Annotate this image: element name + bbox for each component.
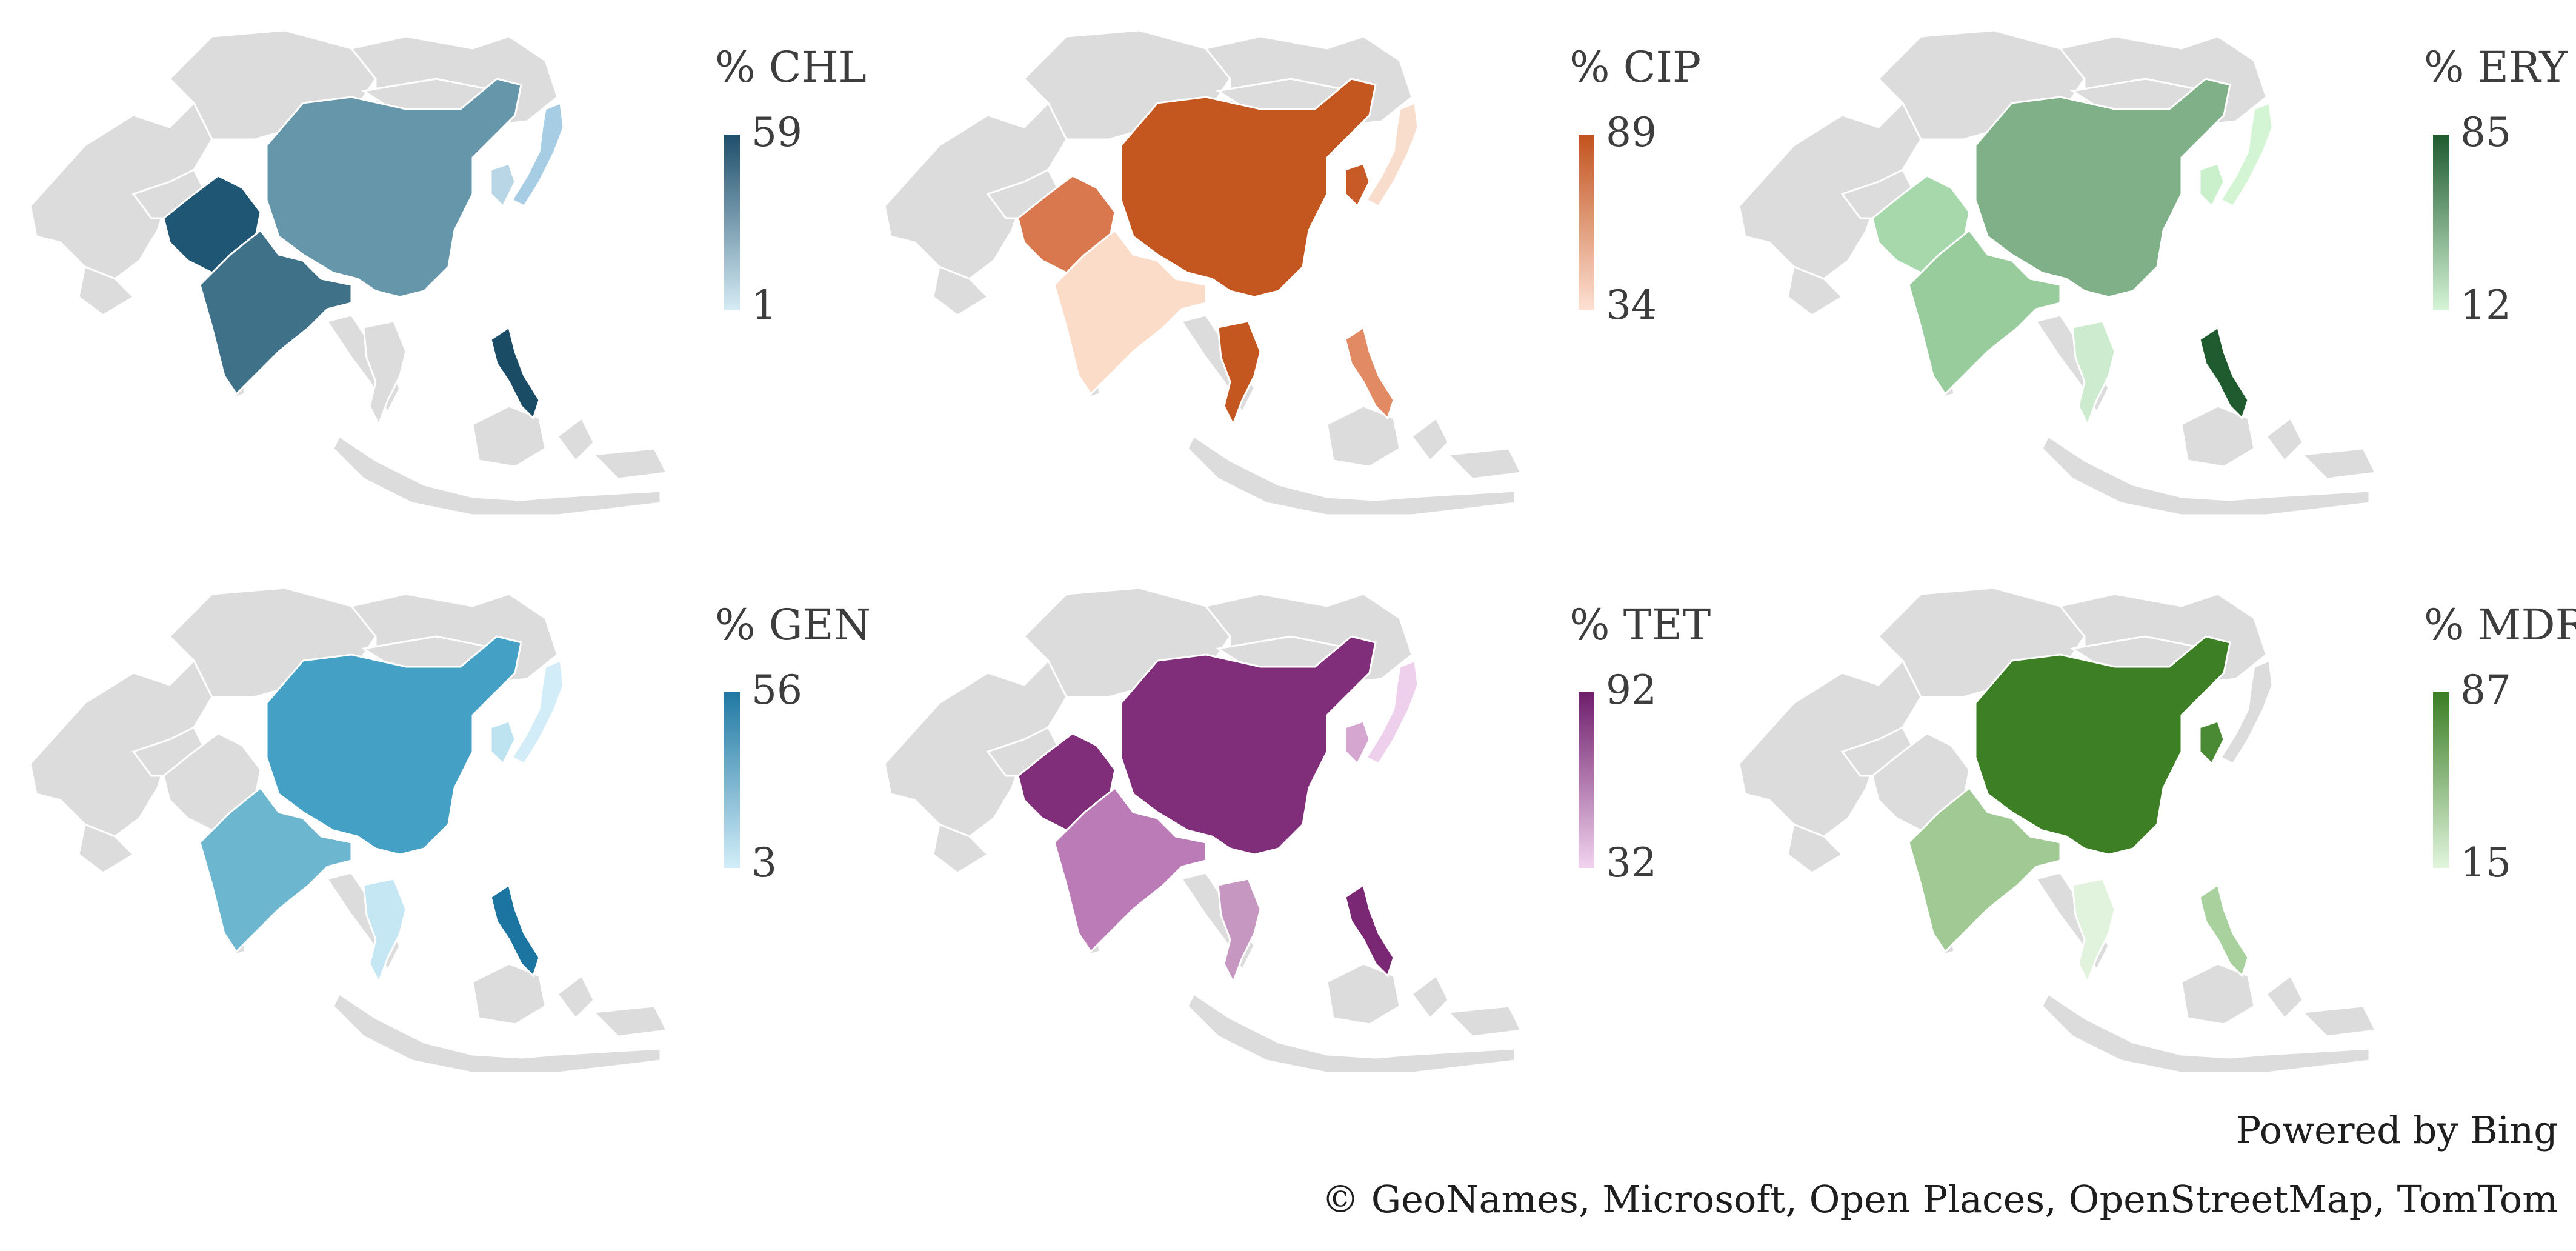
powered-by-text: Powered by Bing xyxy=(2235,1108,2558,1152)
scale-min-label: 3 xyxy=(751,839,777,886)
legend-gen: % GEN 56 3 xyxy=(679,588,871,927)
scale-min-label: 34 xyxy=(1606,282,1657,329)
color-scale-bar xyxy=(724,135,740,310)
choropleth-map-chl xyxy=(29,29,668,516)
scale-max-label: 56 xyxy=(751,667,802,713)
choropleth-map-mdr xyxy=(1738,587,2377,1074)
scale-max-label: 87 xyxy=(2460,667,2511,713)
choropleth-map-cip xyxy=(884,29,1522,516)
color-scale-bar xyxy=(2433,692,2449,868)
scale-max-label: 85 xyxy=(2460,109,2511,156)
legend-title: % GEN xyxy=(715,600,871,650)
legend-chl: % CHL 59 1 xyxy=(679,30,867,370)
map-panel-gen: % GEN 56 3 xyxy=(12,570,871,1115)
choropleth-map-gen xyxy=(29,587,668,1074)
legend-title: % MDR xyxy=(2424,600,2576,650)
legend-tet: % TET 92 32 xyxy=(1533,588,1715,927)
choropleth-map-ery xyxy=(1738,29,2377,516)
legend-ery: % ERY 85 12 xyxy=(2388,30,2569,370)
scale-max-label: 59 xyxy=(751,109,802,156)
country-philippines xyxy=(490,884,541,977)
choropleth-map-tet xyxy=(884,587,1522,1074)
scale-min-label: 1 xyxy=(751,282,777,329)
legend-title: % CHL xyxy=(715,42,867,92)
map-panel-chl: % CHL 59 1 xyxy=(12,12,867,558)
scale-min-label: 32 xyxy=(1606,839,1657,886)
scale-min-label: 12 xyxy=(2460,282,2511,329)
scale-max-label: 89 xyxy=(1606,109,1657,156)
color-scale-bar xyxy=(2433,135,2449,310)
map-panel-ery: % ERY 85 12 xyxy=(1721,12,2569,558)
color-scale-bar xyxy=(724,692,740,868)
copyright-text: © GeoNames, Microsoft, Open Places, Open… xyxy=(1322,1177,2558,1221)
legend-title: % CIP xyxy=(1569,42,1702,92)
country-philippines xyxy=(1344,326,1395,419)
map-panel-mdr: % MDR 87 15 xyxy=(1721,570,2576,1115)
color-scale-bar xyxy=(1579,692,1594,868)
scale-max-label: 92 xyxy=(1606,667,1657,713)
country-philippines xyxy=(490,326,541,419)
country-philippines xyxy=(1344,884,1395,977)
legend-title: % TET xyxy=(1569,600,1711,650)
legend-cip: % CIP 89 34 xyxy=(1533,30,1715,370)
legend-title: % ERY xyxy=(2424,42,2568,92)
legend-mdr: % MDR 87 15 xyxy=(2388,588,2576,927)
country-philippines xyxy=(2198,326,2249,419)
map-panel-tet: % TET 92 32 xyxy=(867,570,1715,1115)
scale-min-label: 15 xyxy=(2460,839,2511,886)
country-philippines xyxy=(2198,884,2249,977)
map-panel-cip: % CIP 89 34 xyxy=(867,12,1715,558)
color-scale-bar xyxy=(1579,135,1594,310)
